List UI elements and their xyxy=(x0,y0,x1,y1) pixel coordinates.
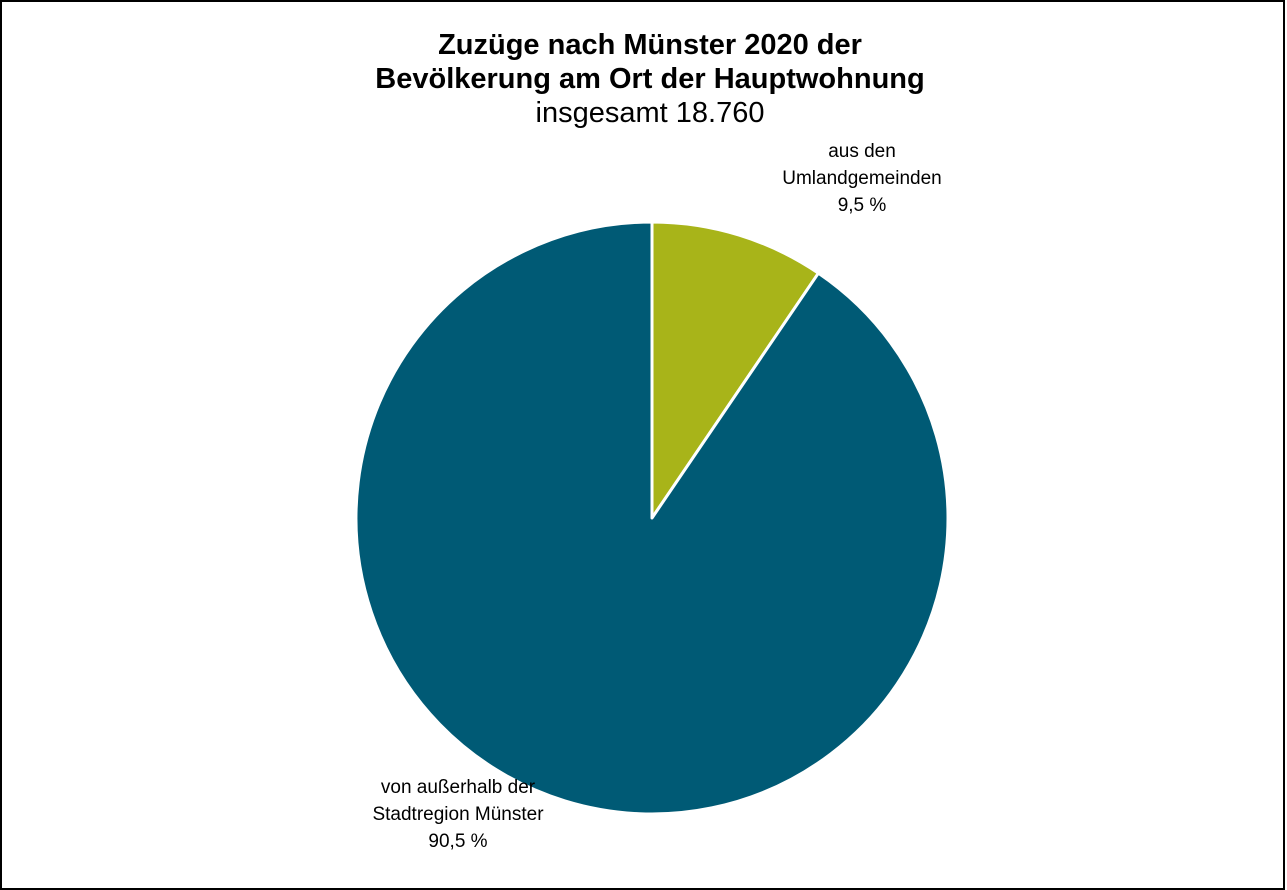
slice-label-umland-line-2: Umlandgemeinden xyxy=(782,168,942,189)
slice-label-ausserhalb: von außerhalb der Stadtregion Münster 90… xyxy=(318,774,598,855)
slice-label-ausserhalb-line-2: Stadtregion Münster xyxy=(372,804,544,825)
chart-title-line-2: Bevölkerung am Ort der Hauptwohnung xyxy=(375,63,925,95)
slice-label-umland-value: 9,5 % xyxy=(837,195,887,216)
slice-label-ausserhalb-value: 90,5 % xyxy=(428,831,488,852)
slice-label-ausserhalb-line-1: von außerhalb der xyxy=(380,777,536,798)
pie-slice-umland xyxy=(650,220,820,520)
slice-label-umland: aus den Umlandgemeinden 9,5 % xyxy=(742,138,982,219)
pie-slice-ausserhalb xyxy=(354,220,950,816)
chart-titles: Zuzüge nach Münster 2020 der Bevölkerung… xyxy=(0,28,1287,130)
slice-label-umland-line-1: aus den xyxy=(828,141,896,162)
chart-subtitle: insgesamt 18.760 xyxy=(535,97,765,129)
chart-title-line-1: Zuzüge nach Münster 2020 der xyxy=(438,29,862,61)
